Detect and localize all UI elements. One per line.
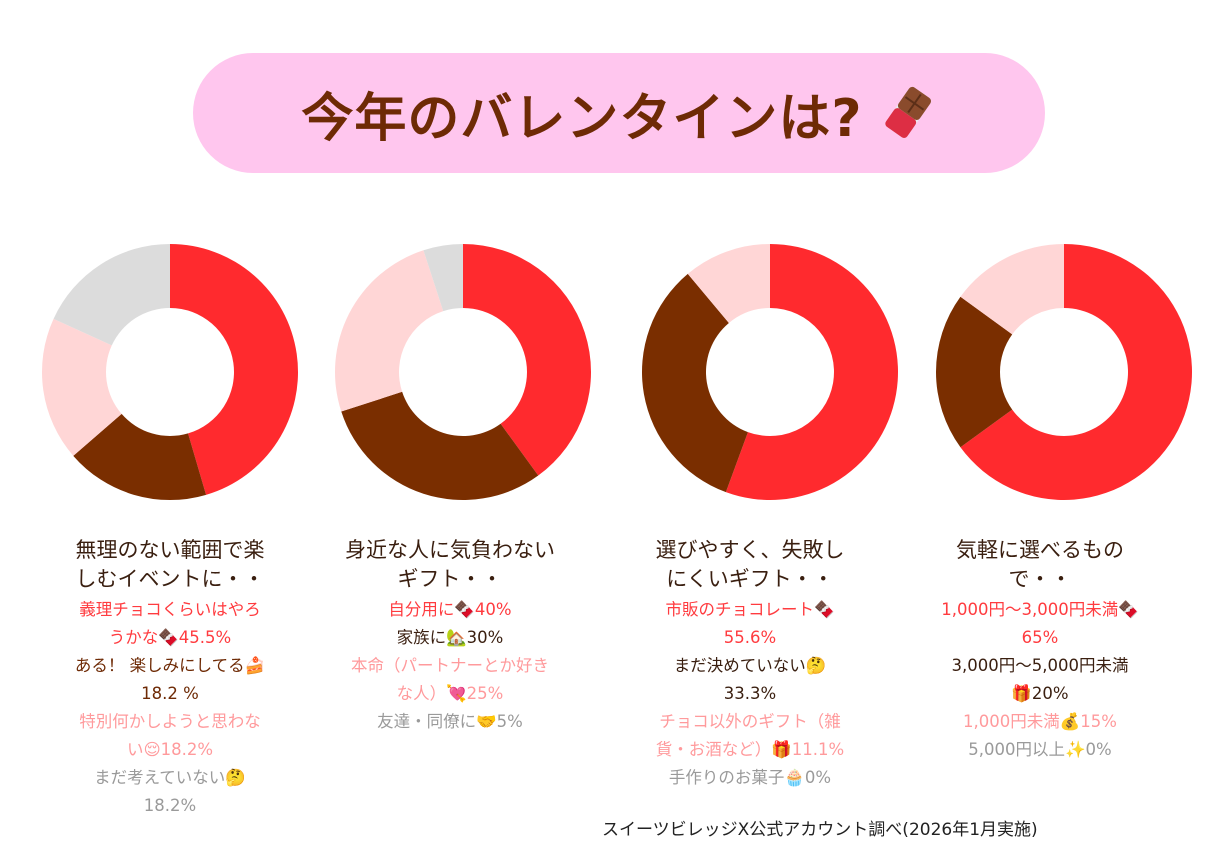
chart-2-legend-line: 自分用に🍫40% <box>388 600 512 619</box>
chart-4-slice-1 <box>960 244 1192 501</box>
chart-2-heading: 身近な人に気負わない ギフト・・ <box>315 536 585 594</box>
chart-4-legend-line: 1,000円未満💰15% <box>963 712 1117 731</box>
chart-2-slice-4 <box>423 244 463 312</box>
chart-2-slice-3 <box>335 250 444 412</box>
chart-4-slice-2 <box>936 296 1013 448</box>
chart-3-slice-3 <box>687 244 770 323</box>
chart-1-legend-line: まだ考えていない🤔 <box>94 768 246 787</box>
chart-1-legend-item-2: ある！ 楽しみにしてる🍰 18.2 % <box>35 652 305 708</box>
donut-chart-1 <box>41 244 298 500</box>
chart-1-heading: 無理のない範囲で楽 しむイベントに・・ <box>35 536 305 594</box>
chart-1-legend-line: 18.2% <box>143 796 197 815</box>
chart-1-slice-3 <box>41 318 122 456</box>
chart-2-legend-item-3: 本命（パートナーとか好き な人）💘25% <box>315 652 585 708</box>
chart-3-slice-1 <box>725 244 898 500</box>
chart-1-slice-4 <box>53 244 170 346</box>
chart-3-legend-line: 手作りのお菓子🧁0% <box>668 768 832 787</box>
chart-1-legend-item-3: 特別何かしようと思わな い😌18.2% <box>35 708 305 764</box>
chart-3-legend-line: 55.6% <box>723 628 777 647</box>
chart-3-legend-line: まだ決めていない🤔 <box>673 656 827 675</box>
chart-3-legend-item-1: 市販のチョコレート🍫 55.6% <box>615 596 885 652</box>
chart-4-legend-item-2: 3,000円〜5,000円未満 🎁20% <box>905 652 1175 708</box>
donut-chart-3 <box>642 244 898 500</box>
chart-2-legend-item-1: 自分用に🍫40% <box>315 596 585 624</box>
chart-4-legend-line: 5,000円以上✨0% <box>968 740 1112 759</box>
source-footnote: スイーツビレッジX公式アカウント調べ(2026年1月実施) <box>602 820 1038 840</box>
page-title: 今年のバレンタインは? <box>301 88 863 149</box>
chart-1-heading-line: 無理のない範囲で楽 <box>75 538 265 562</box>
donut-chart-4 <box>936 244 1192 501</box>
chart-1-labels: 無理のない範囲で楽 しむイベントに・・ 義理チョコくらいはやろ うかな🍫45.5% ある… <box>35 536 305 820</box>
chart-1-legend-line: 義理チョコくらいはやろ <box>79 600 261 619</box>
chart-4-legend-item-1: 1,000円〜3,000円未満🍫 65% <box>905 596 1175 652</box>
chart-2-heading-line: ギフト・・ <box>397 567 503 591</box>
chart-4-legend-item-4: 5,000円以上✨0% <box>905 736 1175 764</box>
chart-4-slice-3 <box>960 244 1064 335</box>
chart-1-legend-line: い😌18.2% <box>126 740 214 759</box>
chart-3-heading-line: にくいギフト・・ <box>666 567 834 591</box>
chart-1-legend-line: 18.2 % <box>141 684 199 703</box>
chart-2-legend-item-4: 友達・同僚に🤝5% <box>315 708 585 736</box>
chart-2-legend-item-2: 家族に🏡30% <box>315 624 585 652</box>
chart-3-labels: 選びやすく、失敗し にくいギフト・・市販のチョコレート🍫 55.6% まだ決めていない… <box>615 536 885 792</box>
chart-4-legend-line: 🎁20% <box>1011 684 1069 703</box>
chart-3-legend-line: 市販のチョコレート🍫 <box>665 600 835 619</box>
chart-4-legend-line: 3,000円〜5,000円未満 <box>951 656 1129 675</box>
chart-1-legend-line: うかな🍫45.5% <box>108 628 232 647</box>
chart-4-labels: 気軽に選べるもの で・・ 1,000円〜3,000円未満🍫 65% 3,000円〜5,0… <box>905 536 1175 764</box>
donut-chart-2 <box>335 244 591 500</box>
chart-1-legend-item-4: まだ考えていない🤔 18.2% <box>35 764 305 820</box>
chart-2-legend-line: 本命（パートナーとか好き <box>351 656 549 675</box>
chart-1-legend-item-1: 義理チョコくらいはやろ うかな🍫45.5% <box>35 596 305 652</box>
chart-1-heading-line: しむイベントに・・ <box>75 567 265 591</box>
chart-1-slice-1 <box>170 244 298 495</box>
chart-4-heading-line: 気軽に選べるもの <box>956 538 1124 562</box>
chart-3-legend-line: チョコ以外のギフト（雑 <box>659 712 841 731</box>
chart-4-legend-line: 65% <box>1021 628 1059 647</box>
chart-3-legend-item-3: チョコ以外のギフト（雑 貨・お酒など）🎁11.1% <box>615 708 885 764</box>
chart-2-legend-line: 家族に🏡30% <box>396 628 504 647</box>
chart-1-legend-line: 特別何かしようと思わな <box>79 712 261 731</box>
chart-2-labels: 身近な人に気負わない ギフト・・自分用に🍫40% 家族に🏡30% 本命（パートナーとか… <box>315 536 585 736</box>
chart-4-heading-line: で・・ <box>1008 567 1072 591</box>
chart-4-heading: 気軽に選べるもの で・・ <box>905 536 1175 594</box>
chart-2-slice-2 <box>341 391 539 500</box>
title-banner: 今年のバレンタインは? <box>193 53 1045 173</box>
chart-3-legend-item-4: 手作りのお菓子🧁0% <box>615 764 885 792</box>
chart-3-slice-2 <box>642 273 748 493</box>
chart-3-legend-item-2: まだ決めていない🤔 33.3% <box>615 652 885 708</box>
chart-2-slice-1 <box>463 244 591 476</box>
chart-3-legend-line: 33.3% <box>723 684 777 703</box>
chart-3-heading: 選びやすく、失敗し にくいギフト・・ <box>615 536 885 594</box>
chart-2-legend-line: 友達・同僚に🤝5% <box>377 712 523 731</box>
chart-4-legend-line: 1,000円〜3,000円未満🍫 <box>941 600 1139 619</box>
chart-3-legend-line: 貨・お酒など）🎁11.1% <box>655 740 845 759</box>
chart-1-slice-2 <box>73 413 207 500</box>
chocolate-bar-icon <box>884 86 931 138</box>
chart-4-legend-item-3: 1,000円未満💰15% <box>905 708 1175 736</box>
chart-2-heading-line: 身近な人に気負わない <box>345 538 555 562</box>
chart-1-legend-line: ある！ 楽しみにしてる🍰 <box>74 656 266 675</box>
chart-2-legend-line: な人）💘25% <box>396 684 504 703</box>
chart-3-heading-line: 選びやすく、失敗し <box>655 538 845 562</box>
